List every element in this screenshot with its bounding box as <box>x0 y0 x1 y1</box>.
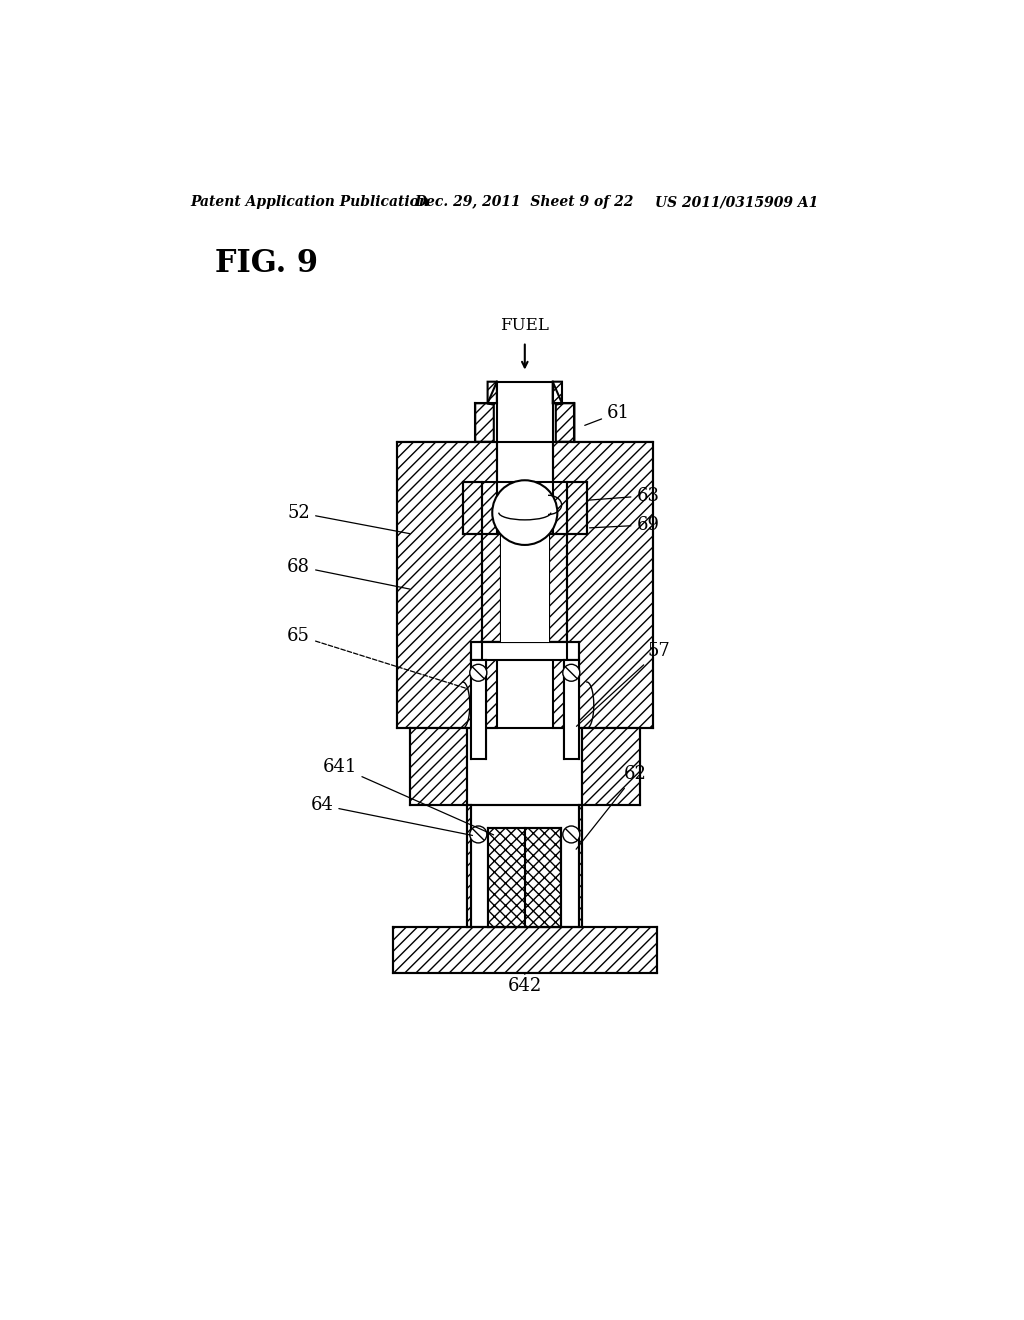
Text: FUEL: FUEL <box>501 317 549 334</box>
Text: 61: 61 <box>585 404 630 425</box>
Polygon shape <box>549 535 567 642</box>
Text: US 2011/0315909 A1: US 2011/0315909 A1 <box>655 195 818 209</box>
Text: 69: 69 <box>590 516 659 533</box>
Text: 68: 68 <box>287 557 410 589</box>
Text: 641: 641 <box>323 758 494 834</box>
Text: 64: 64 <box>310 796 472 836</box>
Polygon shape <box>501 535 549 642</box>
Circle shape <box>470 664 486 681</box>
Polygon shape <box>471 642 579 660</box>
Polygon shape <box>488 829 561 927</box>
Polygon shape <box>410 729 467 805</box>
Polygon shape <box>563 660 579 759</box>
Polygon shape <box>567 482 587 535</box>
Circle shape <box>563 664 580 681</box>
Text: Patent Application Publication: Patent Application Publication <box>190 195 429 209</box>
Polygon shape <box>482 535 501 642</box>
Text: FIG. 9: FIG. 9 <box>215 248 317 280</box>
Polygon shape <box>393 927 656 973</box>
Circle shape <box>470 826 486 843</box>
Polygon shape <box>471 660 486 759</box>
Text: 52: 52 <box>288 504 410 533</box>
Text: 65: 65 <box>288 627 468 689</box>
Polygon shape <box>463 482 482 535</box>
Circle shape <box>493 480 557 545</box>
Circle shape <box>563 826 580 843</box>
Text: 57: 57 <box>577 643 670 726</box>
Text: 642: 642 <box>508 973 542 995</box>
Polygon shape <box>583 729 640 805</box>
Polygon shape <box>397 442 497 729</box>
Text: Dec. 29, 2011  Sheet 9 of 22: Dec. 29, 2011 Sheet 9 of 22 <box>415 195 634 209</box>
Polygon shape <box>553 442 652 729</box>
Polygon shape <box>475 381 497 442</box>
Polygon shape <box>579 805 583 927</box>
Polygon shape <box>467 805 471 927</box>
Polygon shape <box>553 381 574 442</box>
Text: 62: 62 <box>577 766 647 849</box>
Text: 63: 63 <box>590 487 659 504</box>
